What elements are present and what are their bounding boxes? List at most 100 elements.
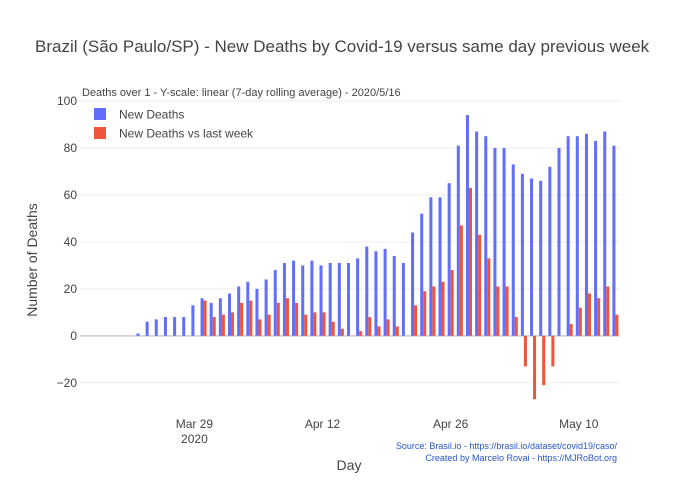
- bar-new-deaths-vs-last-week: [359, 331, 363, 336]
- bar-new-deaths-vs-last-week: [478, 234, 482, 336]
- bar-new-deaths: [310, 260, 314, 336]
- grid-lines: [80, 100, 620, 384]
- bar-new-deaths-vs-last-week: [276, 302, 280, 336]
- bar-new-deaths: [447, 183, 451, 336]
- bar-new-deaths-vs-last-week: [542, 335, 546, 386]
- bar-new-deaths-vs-last-week: [240, 302, 244, 336]
- x-tick-label: Apr 26: [433, 417, 469, 431]
- bar-new-deaths-vs-last-week: [487, 258, 491, 336]
- bar-new-deaths-vs-last-week: [496, 286, 500, 336]
- bar-new-deaths-vs-last-week: [597, 298, 601, 336]
- bar-new-deaths-vs-last-week: [258, 319, 262, 336]
- bar-new-deaths: [218, 298, 222, 336]
- bar-new-deaths-vs-last-week: [414, 305, 418, 336]
- bar-new-deaths-vs-last-week: [468, 187, 473, 336]
- bar-new-deaths-vs-last-week: [569, 324, 573, 336]
- bar-new-deaths: [328, 263, 332, 336]
- bar-new-deaths: [346, 263, 350, 336]
- bar-new-deaths: [401, 263, 405, 336]
- bar-new-deaths-vs-last-week: [368, 317, 372, 336]
- bar-new-deaths: [420, 213, 424, 336]
- bar-new-deaths: [365, 246, 369, 336]
- bar-new-deaths: [557, 147, 561, 336]
- bar-new-deaths: [465, 115, 469, 336]
- bar-new-deaths: [246, 281, 250, 336]
- bar-new-deaths: [301, 265, 305, 336]
- bar-new-deaths: [566, 136, 570, 336]
- bar-new-deaths: [292, 260, 296, 336]
- bar-new-deaths-vs-last-week: [267, 314, 271, 336]
- bar-new-deaths-vs-last-week: [331, 321, 335, 336]
- y-tick-label: 40: [64, 235, 78, 249]
- bar-new-deaths: [173, 317, 177, 336]
- y-axis-title: Number of Deaths: [24, 203, 40, 317]
- chart-title: Brazil (São Paulo/SP) - New Deaths by Co…: [35, 37, 650, 56]
- bar-new-deaths: [520, 173, 524, 336]
- legend-label-new-deaths-vs-last-week: New Deaths vs last week: [119, 127, 254, 141]
- bar-new-deaths: [255, 288, 259, 336]
- bar-new-deaths-vs-last-week: [203, 300, 207, 336]
- bar-new-deaths: [475, 131, 479, 336]
- bar-new-deaths-vs-last-week: [450, 270, 454, 336]
- bar-new-deaths-vs-last-week: [295, 302, 299, 336]
- bar-new-deaths-vs-last-week: [322, 312, 326, 336]
- bar-new-deaths-vs-last-week: [551, 335, 555, 367]
- bar-new-deaths-vs-last-week: [533, 335, 537, 400]
- bar-new-deaths: [429, 197, 433, 336]
- y-tick-label: 100: [57, 94, 77, 108]
- bar-new-deaths-vs-last-week: [313, 312, 317, 336]
- x-tick-label: Mar 29: [176, 417, 214, 431]
- bar-new-deaths-vs-last-week: [304, 314, 308, 336]
- bar-new-deaths: [392, 255, 396, 336]
- bar-new-deaths: [264, 279, 268, 336]
- bar-new-deaths: [182, 317, 186, 336]
- bar-new-deaths-vs-last-week: [606, 286, 610, 336]
- y-tick-label: 60: [64, 188, 78, 202]
- bar-new-deaths-vs-last-week: [231, 312, 235, 336]
- bar-new-deaths: [154, 319, 158, 336]
- bar-new-deaths-vs-last-week: [249, 300, 253, 336]
- x-tick-sublabel: 2020: [181, 432, 208, 446]
- legend: New Deaths New Deaths vs last week: [94, 108, 254, 141]
- bar-new-deaths: [227, 293, 232, 336]
- bar-new-deaths-vs-last-week: [386, 319, 390, 336]
- bar-new-deaths: [584, 133, 588, 336]
- bar-new-deaths: [136, 333, 140, 336]
- y-tick-label: 80: [64, 141, 78, 155]
- bar-new-deaths: [530, 178, 534, 336]
- bar-new-deaths: [575, 136, 579, 336]
- bar-new-deaths: [200, 298, 204, 336]
- legend-swatch-new-deaths-vs-last-week: [94, 127, 106, 139]
- bar-new-deaths-vs-last-week: [212, 317, 216, 336]
- bar-new-deaths: [319, 265, 323, 336]
- bar-new-deaths-vs-last-week: [441, 281, 445, 336]
- bar-new-deaths: [191, 305, 195, 336]
- bar-new-deaths-vs-last-week: [523, 335, 527, 367]
- bar-new-deaths-vs-last-week: [221, 314, 225, 336]
- bar-new-deaths-vs-last-week: [587, 293, 591, 336]
- bar-new-deaths-vs-last-week: [578, 307, 582, 336]
- bar-new-deaths-vs-last-week: [505, 286, 509, 336]
- bar-new-deaths-vs-last-week: [377, 326, 381, 336]
- bar-new-deaths: [209, 302, 213, 336]
- x-tick-label: May 10: [559, 417, 599, 431]
- bar-new-deaths: [493, 147, 497, 336]
- bar-new-deaths-vs-last-week: [395, 326, 399, 336]
- bar-new-deaths: [548, 166, 552, 336]
- bar-new-deaths: [411, 232, 415, 336]
- bar-new-deaths: [237, 286, 241, 336]
- bar-new-deaths: [539, 180, 543, 336]
- legend-label-new-deaths: New Deaths: [119, 108, 184, 122]
- bar-new-deaths-vs-last-week: [459, 225, 463, 336]
- bar-new-deaths: [603, 131, 607, 336]
- bar-new-deaths: [374, 251, 378, 336]
- x-axis-title: Day: [337, 457, 362, 473]
- bar-new-deaths: [356, 258, 360, 336]
- bar-new-deaths: [502, 147, 506, 336]
- bar-new-deaths: [282, 263, 286, 336]
- bar-new-deaths: [145, 321, 149, 336]
- bar-new-deaths: [594, 140, 598, 336]
- y-tick-label: 0: [70, 329, 77, 343]
- chart-subtitle: Deaths over 1 - Y-scale: linear (7-day r…: [82, 87, 401, 99]
- bar-new-deaths: [511, 164, 515, 336]
